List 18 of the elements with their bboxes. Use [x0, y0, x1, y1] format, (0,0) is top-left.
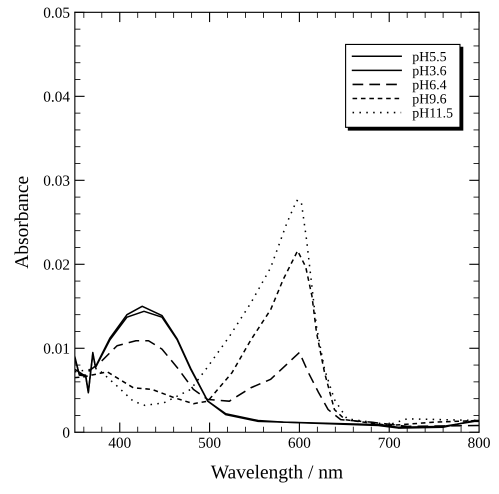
x-tick-label: 700	[378, 438, 400, 448]
legend-label: pH3.6	[412, 66, 446, 78]
x-tick-label: 500	[199, 438, 220, 448]
y-tick-label: 0.04	[44, 91, 70, 102]
legend-label: pH5.5	[412, 52, 446, 64]
x-tick-label: 600	[288, 438, 310, 448]
legend-label: pH11.5	[412, 108, 452, 120]
legend-label: pH9.6	[412, 94, 446, 106]
y-axis-title: Absorbance	[14, 176, 28, 269]
y-tick-label: 0.01	[44, 343, 70, 354]
y-tick-label: 0.03	[44, 175, 70, 186]
y-tick-label: 0.02	[44, 259, 70, 270]
x-axis-title: Wavelength / nm	[210, 464, 343, 483]
x-tick-label: 800	[468, 438, 490, 448]
y-tick-label: 0	[62, 427, 70, 438]
x-tick-label: 400	[108, 438, 131, 448]
legend-label: pH6.4	[412, 80, 446, 92]
y-tick-label: 0.05	[44, 7, 70, 18]
